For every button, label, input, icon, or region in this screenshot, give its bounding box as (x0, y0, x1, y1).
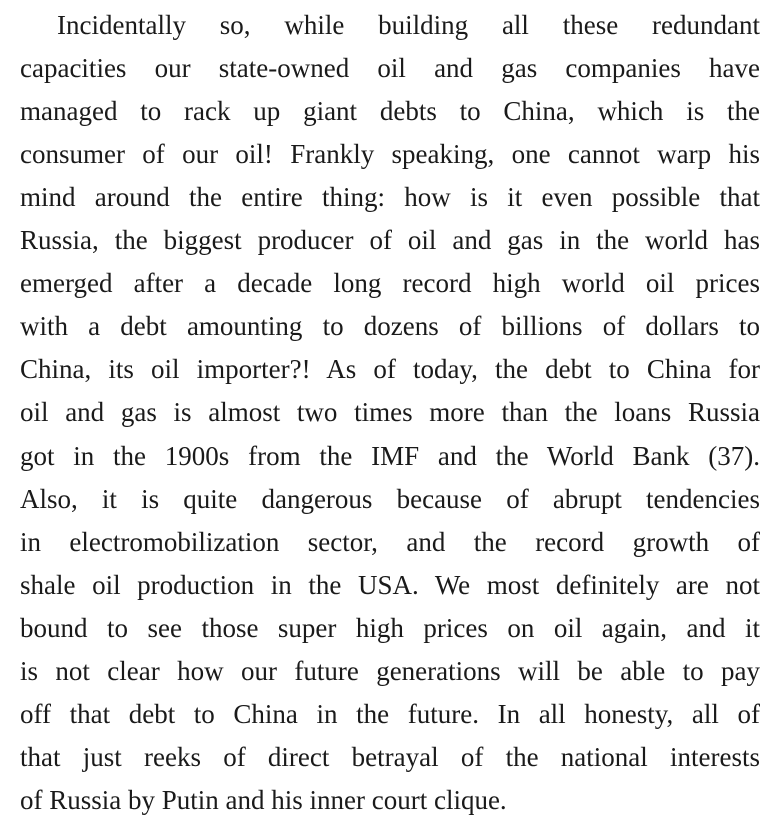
text-line: Russia, the biggest producer of oil and … (20, 225, 760, 256)
text-line: in electromobilization sector, and the r… (20, 526, 760, 557)
text-line: Also, it is quite dangerous because of a… (20, 483, 760, 514)
text-line: consumer of our oil! Frankly speaking, o… (20, 139, 760, 170)
text-line: managed to rack up giant debts to China,… (20, 96, 760, 127)
text-line: China, its oil importer?! As of today, t… (20, 354, 760, 385)
text-line: shale oil production in the USA. We most… (20, 569, 760, 600)
text-line: mind around the entire thing: how is it … (20, 182, 760, 213)
text-line: is not clear how our future generations … (20, 655, 760, 686)
text-line: capacities our state-owned oil and gas c… (20, 53, 760, 84)
text-line: off that debt to China in the future. In… (20, 698, 760, 729)
text-line: with a debt amounting to dozens of billi… (20, 311, 760, 342)
text-line: Incidentally so, while building all thes… (57, 10, 760, 40)
text-line: of Russia by Putin and his inner court c… (20, 784, 507, 815)
text-line: oil and gas is almost two times more tha… (20, 397, 760, 428)
text-line: that just reeks of direct betrayal of th… (20, 741, 760, 772)
text-line: emerged after a decade long record high … (20, 268, 760, 299)
text-line: got in the 1900s from the IMF and the Wo… (20, 440, 760, 471)
text-line: bound to see those super high prices on … (20, 612, 760, 643)
